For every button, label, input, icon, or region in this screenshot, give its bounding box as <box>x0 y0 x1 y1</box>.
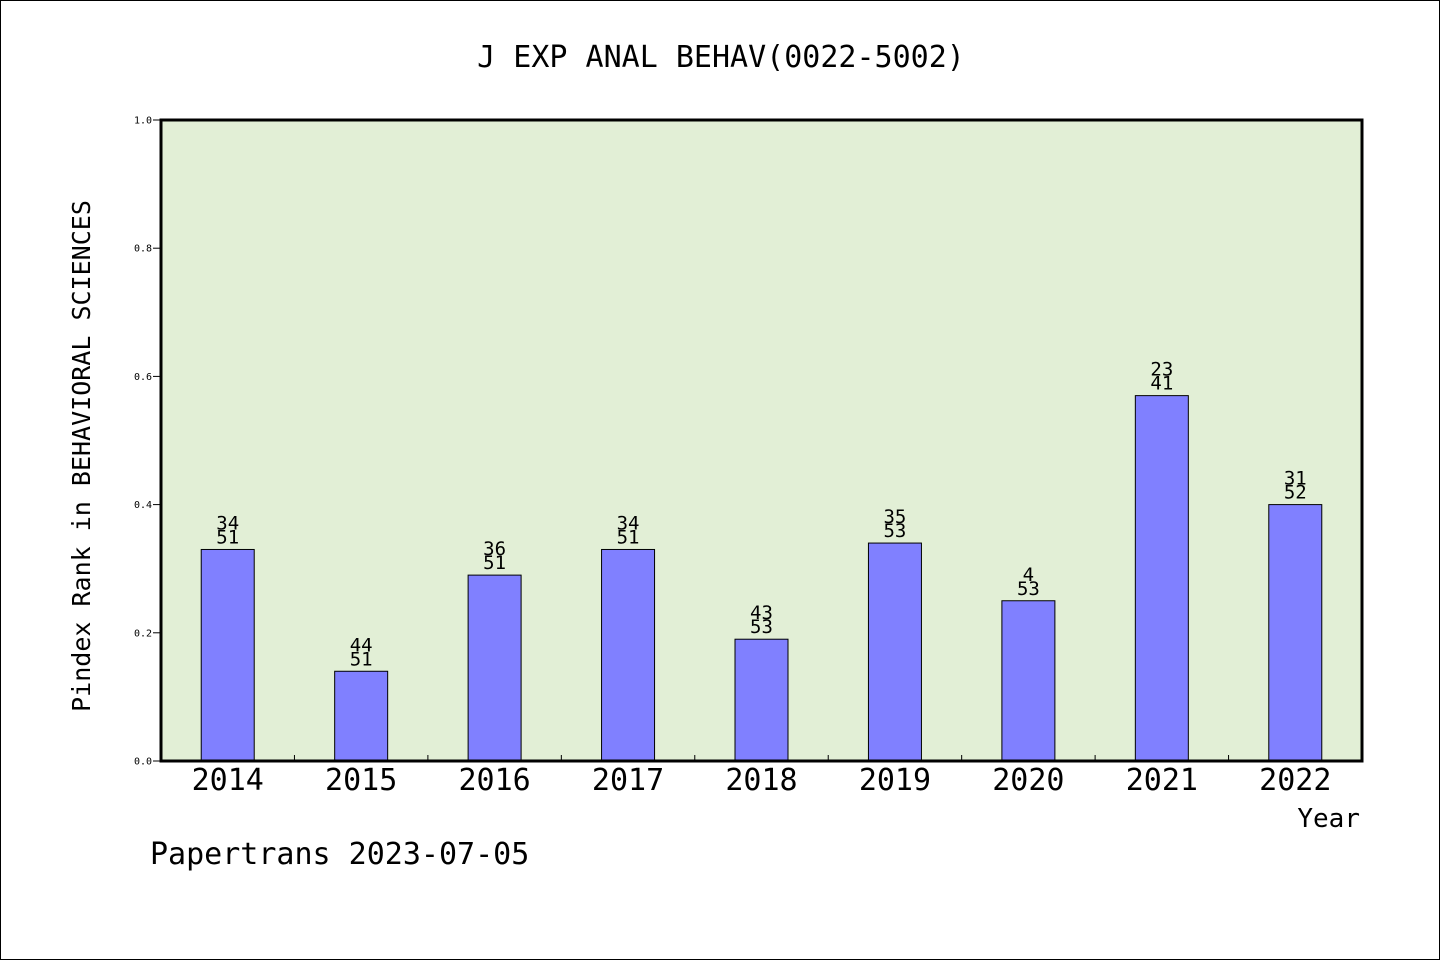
bar-total-label: 52 <box>1284 482 1307 504</box>
bar-rank-label: 34 <box>216 512 239 534</box>
x-axis-label: Year <box>1297 804 1360 834</box>
bar <box>1134 395 1189 762</box>
y-axis-label: Pindex Rank in BEHAVIORAL SCIENCES <box>67 200 96 712</box>
bar-total-label: 51 <box>350 648 373 670</box>
x-tick-label: 2014 <box>192 763 264 798</box>
bar <box>334 670 389 762</box>
bar-rank-label: 35 <box>883 506 906 528</box>
y-tick-label: 1.0 <box>134 116 152 127</box>
bar-rank-label: 43 <box>750 602 773 624</box>
x-tick-label: 2021 <box>1126 763 1198 798</box>
bar-rank-label: 44 <box>350 634 373 656</box>
bar <box>601 548 656 762</box>
bar-total-label: 53 <box>750 616 773 638</box>
bar <box>867 542 922 762</box>
y-tick-label: 0.0 <box>134 757 152 768</box>
plot-border <box>159 118 1364 763</box>
x-tick-label: 2015 <box>325 763 397 798</box>
bar-rank-label: 4 <box>1023 564 1034 586</box>
x-tick-label: 2022 <box>1259 763 1331 798</box>
bar-total-label: 51 <box>216 526 239 548</box>
bar <box>467 574 522 762</box>
bar-rank-label: 31 <box>1284 468 1307 490</box>
bar-total-label: 53 <box>1017 578 1040 600</box>
bar-rank-label: 23 <box>1150 359 1173 381</box>
x-tick-label: 2016 <box>458 763 530 798</box>
bar-rank-label: 34 <box>617 512 640 534</box>
bar <box>1001 600 1056 762</box>
x-tick-label: 2018 <box>725 763 797 798</box>
bar-total-label: 51 <box>617 526 640 548</box>
y-axis: 0.0 0.2 0.4 0.6 0.8 1.0 <box>134 116 161 768</box>
y-tick-label: 0.2 <box>134 628 152 639</box>
y-tick-label: 0.4 <box>134 500 152 511</box>
bars <box>200 395 1323 762</box>
x-axis: 2014 2015 2016 2017 2018 2019 2020 2021 2022 <box>192 755 1331 798</box>
credit-text: Papertrans 2023-07-05 <box>150 837 529 872</box>
y-tick-label: 0.6 <box>134 372 152 383</box>
y-tick-label: 0.8 <box>134 244 152 255</box>
bar <box>1268 504 1323 762</box>
bar <box>200 548 255 762</box>
bar-total-label: 51 <box>483 552 506 574</box>
x-tick-label: 2019 <box>859 763 931 798</box>
bar <box>734 638 789 762</box>
bar-rank-label: 36 <box>483 538 506 560</box>
bar-total-label: 41 <box>1150 373 1173 395</box>
bar-total-label: 53 <box>883 520 906 542</box>
x-tick-label: 2017 <box>592 763 664 798</box>
x-tick-label: 2020 <box>992 763 1064 798</box>
chart-title: J EXP ANAL BEHAV(0022-5002) <box>477 40 965 75</box>
